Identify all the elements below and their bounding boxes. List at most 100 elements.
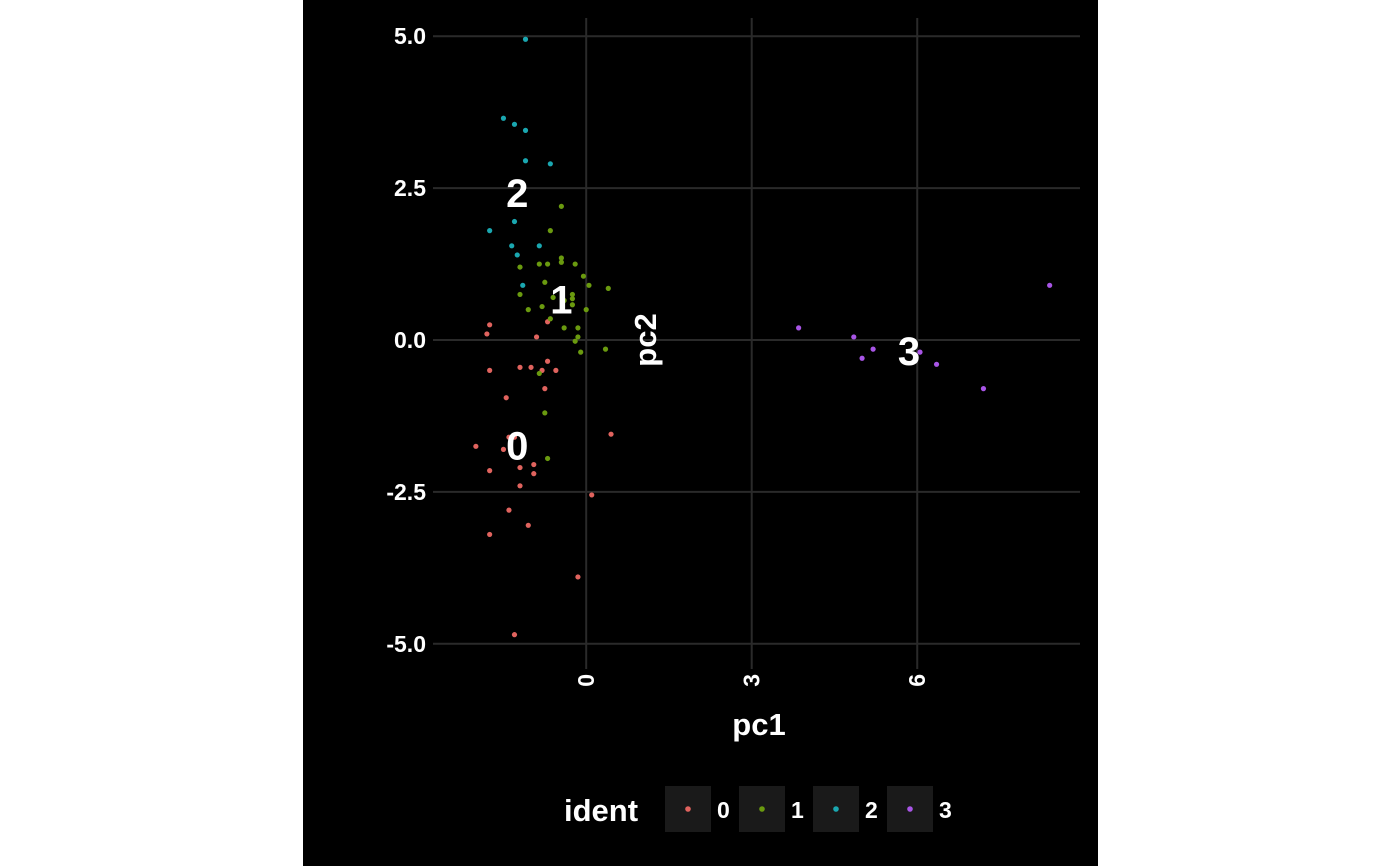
data-point-cluster-0 xyxy=(525,522,531,528)
data-point-cluster-1 xyxy=(558,255,564,261)
data-point-cluster-0 xyxy=(506,507,512,513)
data-point-cluster-0 xyxy=(487,531,493,538)
data-point-cluster-1 xyxy=(525,307,531,313)
legend-swatch-3 xyxy=(907,806,913,812)
grid-lines xyxy=(440,18,1080,662)
data-point-cluster-2 xyxy=(522,127,529,133)
data-point-cluster-1 xyxy=(536,261,542,267)
x-tick-label: 6 xyxy=(904,674,930,687)
y-tick-label: -5.0 xyxy=(386,631,426,657)
data-point-cluster-0 xyxy=(473,443,479,449)
legend-title: ident xyxy=(564,793,638,828)
x-axis-label: pc1 xyxy=(732,707,785,742)
cluster-label-0: 0 xyxy=(506,424,528,468)
data-point-cluster-0 xyxy=(544,358,551,364)
data-point-cluster-1 xyxy=(605,285,611,291)
data-point-cluster-1 xyxy=(544,455,551,462)
legend-swatch-1 xyxy=(759,806,765,812)
data-point-cluster-1 xyxy=(542,410,548,416)
data-point-cluster-0 xyxy=(575,574,581,580)
data-point-cluster-0 xyxy=(517,483,523,489)
data-point-cluster-2 xyxy=(522,36,529,42)
data-point-cluster-0 xyxy=(517,464,523,471)
cluster-label-2: 2 xyxy=(506,172,528,216)
data-point-cluster-2 xyxy=(514,252,520,258)
data-point-cluster-1 xyxy=(569,302,576,308)
data-points xyxy=(473,36,1053,638)
legend-swatch-0 xyxy=(685,806,691,812)
data-point-cluster-1 xyxy=(586,282,592,288)
y-tick-label: 0.0 xyxy=(394,327,426,353)
data-point-cluster-1 xyxy=(569,296,576,302)
data-point-cluster-0 xyxy=(511,434,518,440)
data-point-cluster-3 xyxy=(917,349,923,355)
x-tick-label: 3 xyxy=(739,674,765,687)
data-point-cluster-2 xyxy=(520,282,526,288)
data-point-cluster-2 xyxy=(522,158,529,164)
data-point-cluster-2 xyxy=(536,243,542,249)
chart-panel: 0 1 2 3 5.0 2.5 0.0 -2.5 -5.0 0 3 6 pc1 pc2 ident… xyxy=(303,0,1098,866)
data-point-cluster-0 xyxy=(503,395,509,401)
data-point-cluster-1 xyxy=(536,370,542,377)
data-point-cluster-1 xyxy=(602,346,609,352)
y-axis-label: pc2 xyxy=(628,313,663,366)
data-point-cluster-0 xyxy=(506,434,512,440)
legend-label-2: 2 xyxy=(865,797,878,823)
data-point-cluster-0 xyxy=(517,364,523,370)
data-point-cluster-2 xyxy=(547,161,553,167)
data-point-cluster-1 xyxy=(517,264,523,270)
data-point-cluster-1 xyxy=(578,349,584,355)
data-point-cluster-1 xyxy=(547,228,553,234)
data-point-cluster-3 xyxy=(851,334,857,340)
data-point-cluster-1 xyxy=(561,297,567,304)
data-point-cluster-2 xyxy=(509,243,515,249)
data-point-cluster-2 xyxy=(511,218,518,225)
data-point-cluster-1 xyxy=(517,291,523,298)
data-point-cluster-0 xyxy=(484,331,490,337)
data-point-cluster-3 xyxy=(933,361,940,367)
data-point-cluster-2 xyxy=(500,115,507,121)
data-point-cluster-0 xyxy=(500,446,507,452)
legend-label-1: 1 xyxy=(791,797,804,823)
data-point-cluster-0 xyxy=(531,461,537,468)
legend-swatch-2 xyxy=(833,806,839,812)
data-point-cluster-1 xyxy=(575,325,581,331)
data-point-cluster-0 xyxy=(487,468,493,474)
data-point-cluster-0 xyxy=(608,431,614,437)
data-point-cluster-1 xyxy=(550,294,556,301)
y-tick-label: 2.5 xyxy=(394,175,426,201)
data-point-cluster-0 xyxy=(528,364,534,370)
data-point-cluster-3 xyxy=(980,386,987,392)
data-point-cluster-2 xyxy=(511,121,518,127)
y-tick-label: -2.5 xyxy=(386,479,426,505)
data-point-cluster-0 xyxy=(553,367,559,373)
data-point-cluster-1 xyxy=(547,316,553,322)
legend: ident 0 1 2 3 xyxy=(564,786,952,832)
scatter-chart: 0 1 2 3 5.0 2.5 0.0 -2.5 -5.0 0 3 6 pc1 pc2 ident… xyxy=(386,18,1080,832)
data-point-cluster-0 xyxy=(531,471,537,477)
cluster-labels: 0 1 2 3 xyxy=(506,172,920,468)
data-point-cluster-3 xyxy=(870,346,876,352)
data-point-cluster-0 xyxy=(542,386,548,392)
data-point-cluster-1 xyxy=(583,307,589,313)
data-point-cluster-3 xyxy=(859,355,865,361)
data-point-cluster-1 xyxy=(558,203,564,209)
x-tick-label: 0 xyxy=(573,674,599,687)
data-point-cluster-0 xyxy=(511,632,518,638)
data-point-cluster-1 xyxy=(539,303,545,310)
data-point-cluster-0 xyxy=(487,367,493,373)
data-point-cluster-3 xyxy=(796,325,802,331)
y-axis-ticks: 5.0 2.5 0.0 -2.5 -5.0 xyxy=(386,23,440,657)
legend-label-3: 3 xyxy=(939,797,952,823)
cluster-label-1: 1 xyxy=(550,279,572,323)
data-point-cluster-1 xyxy=(572,338,578,344)
data-point-cluster-0 xyxy=(589,492,595,498)
cluster-label-3: 3 xyxy=(898,330,920,374)
data-point-cluster-1 xyxy=(575,334,581,340)
data-point-cluster-1 xyxy=(580,273,587,279)
data-point-cluster-1 xyxy=(544,261,551,267)
data-point-cluster-1 xyxy=(561,325,567,331)
x-axis-ticks: 0 3 6 xyxy=(573,662,930,687)
data-point-cluster-3 xyxy=(1047,282,1053,288)
data-point-cluster-1 xyxy=(558,259,564,265)
